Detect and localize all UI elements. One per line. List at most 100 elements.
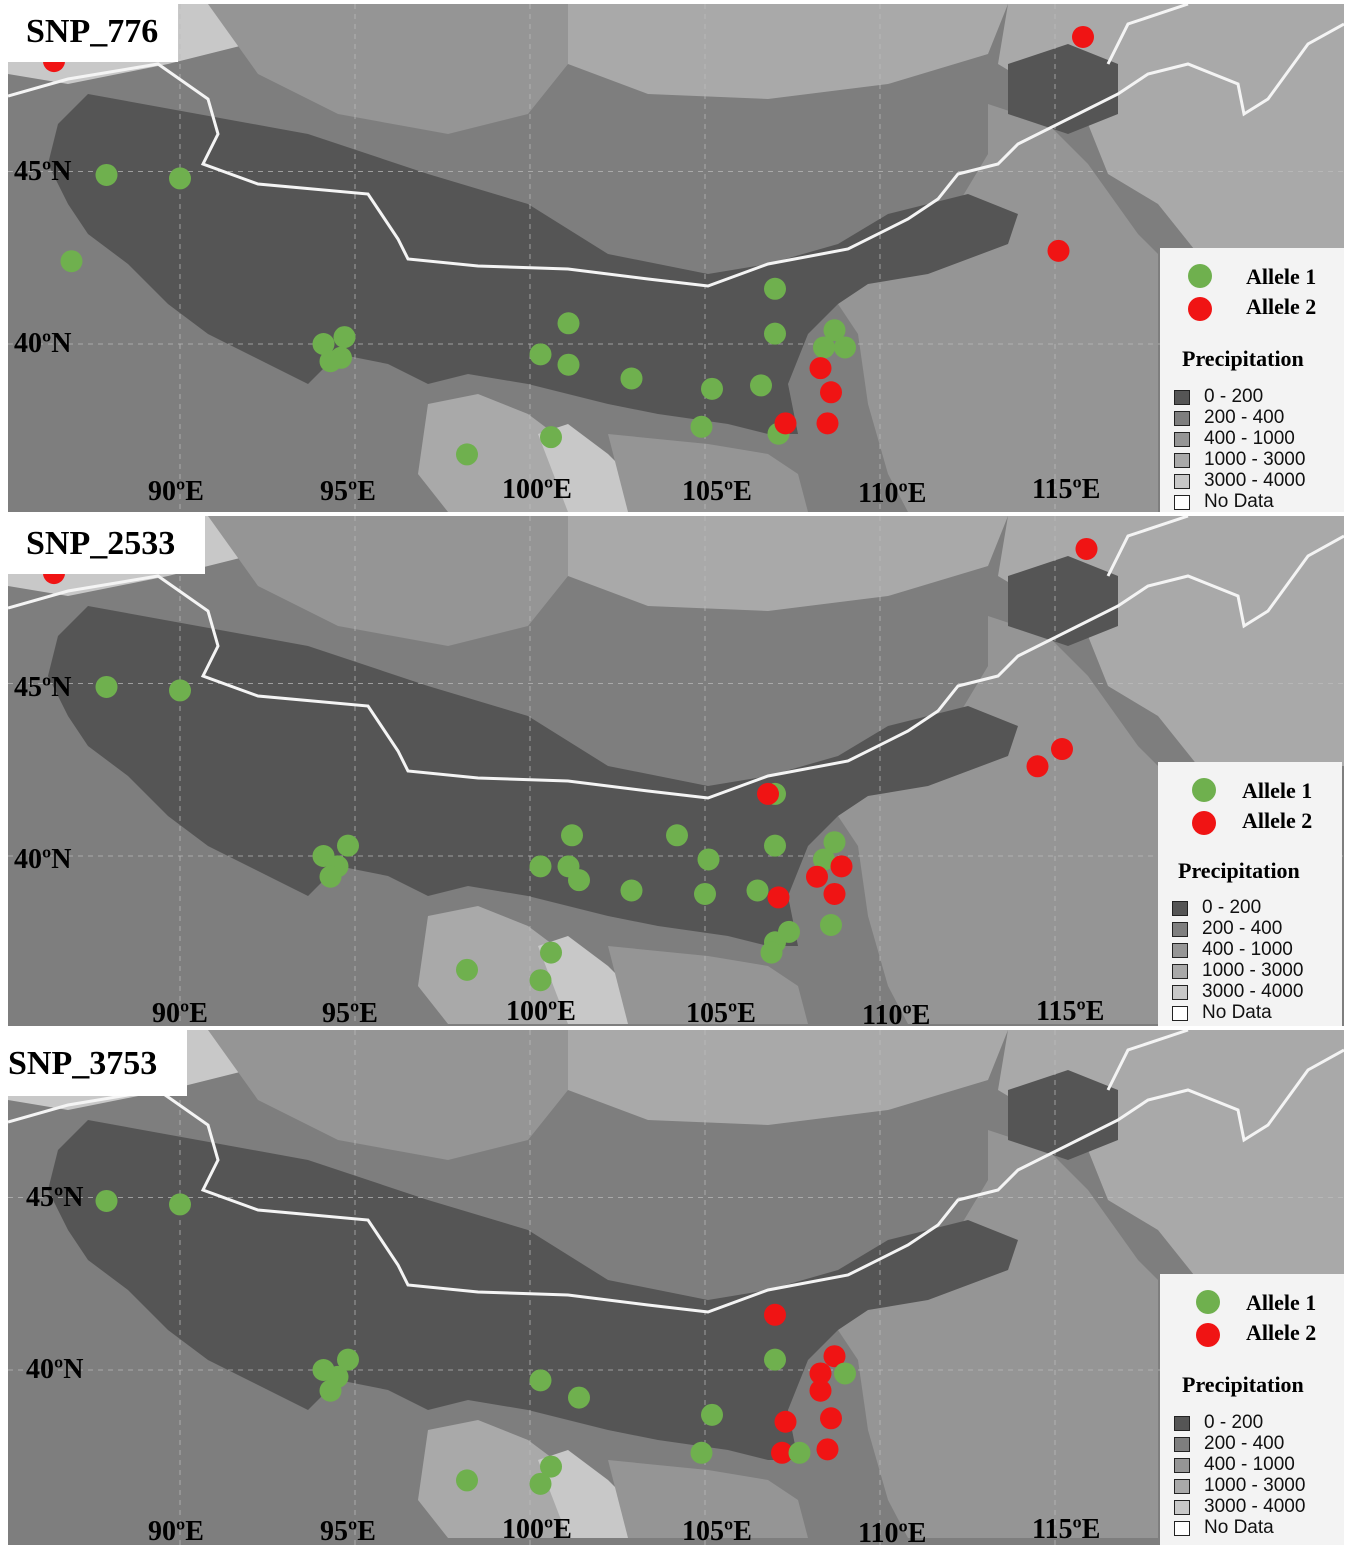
lat-label-40n: 40ºN bbox=[14, 328, 72, 359]
precip-label: 3000 - 4000 bbox=[1204, 1496, 1306, 1517]
lon-label-90e: 90ºE bbox=[148, 476, 204, 507]
legend-allele-1: Allele 1 bbox=[1160, 262, 1344, 290]
sample-point-allele-1 bbox=[666, 824, 688, 847]
national-border bbox=[8, 22, 1344, 288]
sample-point-allele-1 bbox=[620, 367, 643, 390]
precip-zone-0-200 bbox=[48, 94, 1018, 434]
lat-label-45n: 45ºN bbox=[26, 1182, 84, 1213]
sample-point-allele-2 bbox=[823, 882, 846, 905]
sample-point-allele-1 bbox=[456, 1469, 478, 1492]
sample-point-allele-1 bbox=[95, 163, 118, 186]
panel-title: SNP_776 bbox=[8, 4, 179, 62]
precip-label: 0 - 200 bbox=[1202, 897, 1262, 918]
precip-label: 0 - 200 bbox=[1204, 386, 1264, 407]
sample-point-allele-1 bbox=[557, 353, 580, 376]
sample-point-allele-1 bbox=[568, 869, 590, 892]
sample-point-allele-1 bbox=[456, 443, 478, 466]
sample-point-allele-2 bbox=[1051, 738, 1073, 761]
precip-zone-0-200 bbox=[48, 1120, 1018, 1460]
precip-label: 3000 - 4000 bbox=[1202, 981, 1304, 1002]
precip-swatch bbox=[1174, 474, 1190, 489]
sample-point-allele-1 bbox=[620, 879, 643, 902]
precip-zone-400-1000 bbox=[208, 516, 568, 646]
precip-label: 1000 - 3000 bbox=[1204, 449, 1306, 470]
precip-label: No Data bbox=[1204, 1517, 1274, 1538]
lon-label-115e: 115ºE bbox=[1032, 1514, 1101, 1545]
precip-zone-1000-3000 bbox=[568, 516, 1008, 611]
sample-point-allele-1 bbox=[529, 343, 552, 366]
legend: Allele 1 Allele 2 Precipitation 0 - 200 … bbox=[1160, 248, 1344, 512]
lon-label-90e: 90ºE bbox=[152, 998, 208, 1026]
sample-point-allele-1 bbox=[813, 336, 835, 359]
sample-point-allele-2 bbox=[809, 1379, 832, 1402]
precip-zone-400-1000 bbox=[208, 1030, 568, 1160]
sample-point-allele-1 bbox=[330, 346, 352, 369]
national-border bbox=[1106, 516, 1189, 577]
map-panel-snp-2533: SNP_2533 45ºN 40ºN 90ºE 95ºE 100ºE 105ºE… bbox=[8, 516, 1344, 1026]
precip-label: No Data bbox=[1202, 1002, 1272, 1023]
allele-1-label: Allele 1 bbox=[1246, 264, 1317, 289]
allele-1-swatch bbox=[1196, 1290, 1220, 1314]
lat-label-40n: 40ºN bbox=[26, 1354, 84, 1385]
sample-point-allele-1 bbox=[312, 333, 335, 355]
sample-point-allele-1 bbox=[764, 1348, 786, 1371]
precip-swatch bbox=[1172, 922, 1188, 937]
precip-zone-400-1000 bbox=[838, 1130, 1158, 1538]
precip-swatch bbox=[1174, 1479, 1190, 1494]
sample-point-allele-2 bbox=[820, 1407, 842, 1430]
sample-point-allele-1 bbox=[834, 1362, 856, 1385]
sample-point-allele-1 bbox=[169, 679, 191, 702]
precipitation-title: Precipitation bbox=[1178, 858, 1300, 883]
sample-point-allele-1 bbox=[701, 377, 723, 400]
precip-swatch bbox=[1172, 1006, 1188, 1021]
precip-label: 0 - 200 bbox=[1204, 1412, 1264, 1433]
sample-point-allele-1 bbox=[540, 941, 562, 964]
sample-point-allele-2 bbox=[1075, 537, 1098, 560]
allele-2-label: Allele 2 bbox=[1246, 294, 1317, 319]
sample-point-allele-2 bbox=[809, 1362, 832, 1385]
sample-point-allele-2 bbox=[767, 886, 790, 909]
sample-point-allele-2 bbox=[764, 1303, 786, 1326]
lon-label-115e: 115ºE bbox=[1036, 996, 1105, 1026]
precip-swatch bbox=[1174, 1458, 1190, 1473]
precip-label: 200 - 400 bbox=[1204, 407, 1285, 428]
sample-point-allele-1 bbox=[823, 831, 846, 854]
legend-allele-2: Allele 2 bbox=[1160, 292, 1344, 321]
precip-zone-400-1000 bbox=[208, 4, 568, 134]
precip-swatch bbox=[1174, 1437, 1190, 1452]
precip-swatch bbox=[1174, 495, 1190, 510]
allele-1-swatch bbox=[1188, 264, 1212, 288]
allele-1-swatch bbox=[1192, 778, 1216, 802]
lon-label-95e: 95ºE bbox=[320, 476, 376, 507]
national-border bbox=[1106, 1030, 1189, 1091]
lon-label-100e: 100ºE bbox=[506, 996, 576, 1026]
sample-point-allele-1 bbox=[456, 958, 478, 981]
legend-allele-2: Allele 2 bbox=[1158, 806, 1342, 835]
sample-point-allele-1 bbox=[529, 1472, 552, 1495]
sample-point-allele-2 bbox=[830, 855, 853, 878]
sample-point-allele-1 bbox=[169, 167, 191, 190]
sample-point-allele-1 bbox=[690, 1441, 713, 1464]
sample-point-allele-1 bbox=[60, 250, 83, 273]
sample-point-allele-1 bbox=[788, 1441, 811, 1464]
precip-swatch bbox=[1174, 1416, 1190, 1431]
map-canvas bbox=[8, 1030, 1344, 1545]
sample-point-allele-1 bbox=[764, 834, 786, 857]
precipitation-title: Precipitation bbox=[1182, 1372, 1304, 1397]
map-panel-snp-3753: SNP_3753 45ºN 40ºN 90ºE 95ºE 100ºE 105ºE… bbox=[8, 1030, 1344, 1545]
precip-label: 3000 - 4000 bbox=[1204, 470, 1306, 491]
lon-label-100e: 100ºE bbox=[502, 1514, 572, 1545]
panel-title: SNP_2533 bbox=[8, 516, 206, 574]
sample-point-allele-1 bbox=[529, 969, 552, 992]
precip-swatch bbox=[1172, 985, 1188, 1000]
precip-zone-0-200 bbox=[1008, 1070, 1118, 1160]
precip-zone-400-1000 bbox=[608, 946, 808, 1024]
lon-label-95e: 95ºE bbox=[320, 1516, 376, 1545]
legend: Allele 1 Allele 2 Precipitation 0 - 200 … bbox=[1160, 1274, 1344, 1545]
sample-point-allele-2 bbox=[757, 782, 779, 805]
sample-point-allele-1 bbox=[169, 1193, 191, 1216]
legend: Allele 1 Allele 2 Precipitation 0 - 200 … bbox=[1158, 762, 1342, 1026]
sample-point-allele-1 bbox=[529, 855, 552, 878]
allele-1-label: Allele 1 bbox=[1242, 778, 1313, 803]
sample-point-allele-1 bbox=[568, 1386, 590, 1409]
